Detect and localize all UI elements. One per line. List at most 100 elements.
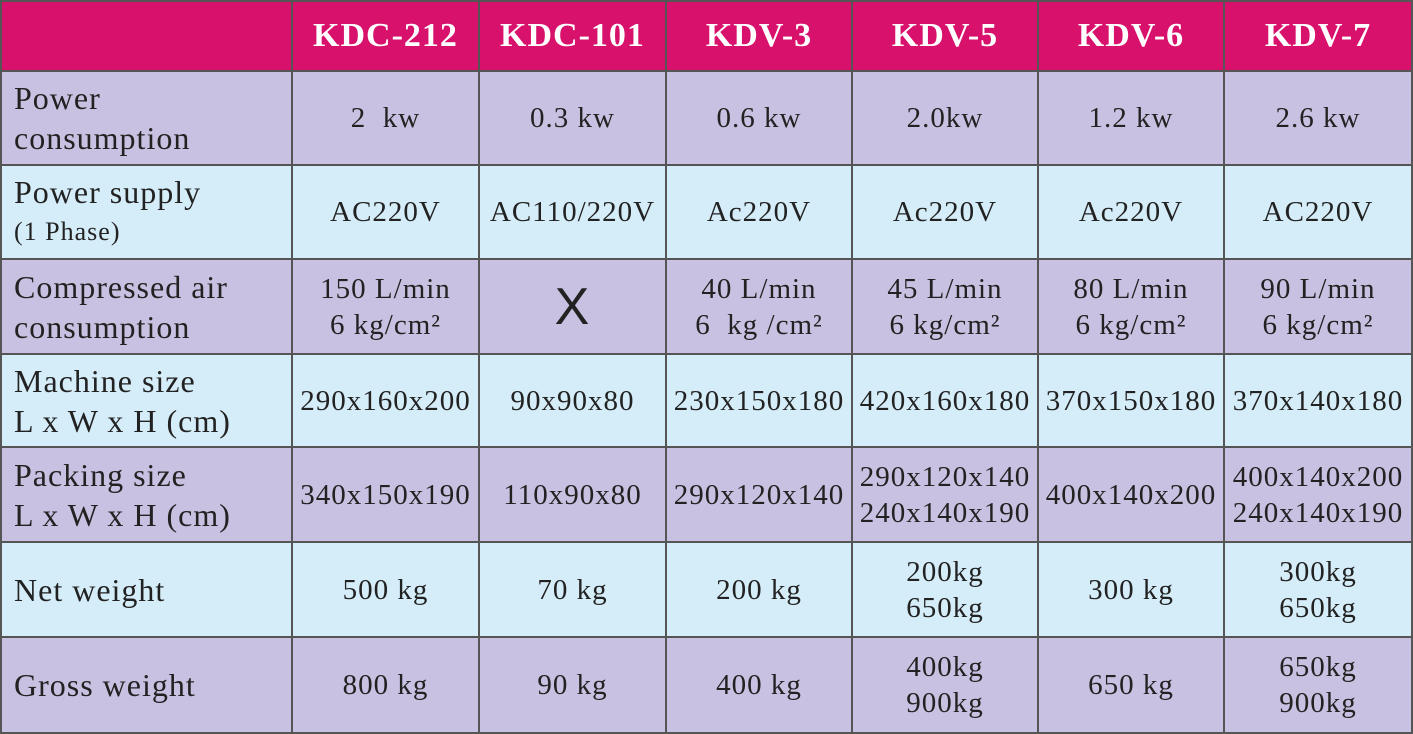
cell-text: 40 L/min (701, 272, 817, 305)
cell-text: AC110/220V (489, 196, 656, 228)
data-cell: 110x90x80 (480, 448, 667, 543)
data-cell: 290x160x200 (293, 355, 480, 448)
cell-text: 290x160x200 (300, 384, 471, 417)
cell-text: 650kg (1279, 591, 1357, 624)
header-text: KDV-6 (1077, 17, 1185, 54)
data-cell: 150 L/min 6 kg/cm² (293, 260, 480, 355)
cell-text: 500 kg (342, 573, 429, 606)
data-cell: 90x90x80 (480, 355, 667, 448)
cell-text: 80 L/min (1073, 272, 1189, 305)
cell-text: 1.2 kw (1088, 102, 1174, 134)
cell-text: 90 kg (537, 669, 608, 701)
header-text: KDV-5 (891, 17, 999, 54)
row-label: Net weight (0, 543, 293, 638)
cell-text: 650kg (1279, 651, 1357, 683)
cell-text: 340x150x190 (300, 478, 471, 511)
column-header: KDV-7 (1225, 0, 1413, 72)
data-cell: 500 kg (293, 543, 480, 638)
data-cell: 400x140x200 240x140x190 (1225, 448, 1413, 543)
data-cell: 230x150x180 (667, 355, 853, 448)
cell-text: 420x160x180 (859, 384, 1031, 417)
data-cell: 80 L/min 6 kg/cm² (1039, 260, 1225, 355)
cell-text: 70 kg (537, 573, 608, 606)
row-label: Compressed air consumption (0, 260, 293, 355)
cell-text: 900kg (906, 687, 984, 719)
cell-text: 200 kg (716, 573, 802, 606)
cell-text: 6 kg/cm² (889, 308, 1001, 341)
data-cell: 1.2 kw (1039, 72, 1225, 166)
label-text: Gross weight (14, 667, 196, 703)
data-cell: 300kg 650kg (1225, 543, 1413, 638)
cell-text: 45 L/min (887, 272, 1003, 305)
cell-text: 6 kg/cm² (330, 308, 441, 341)
cell-text: Ac220V (1078, 196, 1184, 228)
cell-text: 370x140x180 (1232, 384, 1404, 417)
cell-text: Ac220V (706, 196, 812, 228)
data-cell: 650kg 900kg (1225, 638, 1413, 734)
cell-text: X (554, 277, 591, 336)
label-text: L x W x H (cm) (14, 402, 231, 439)
cell-text: 800 kg (342, 669, 429, 701)
cell-text: 2 kw (350, 102, 421, 134)
data-cell: AC220V (293, 166, 480, 260)
cell-text: 0.6 kw (716, 102, 802, 134)
row-label: Power supply (1 Phase) (0, 166, 293, 260)
cell-text: AC220V (1262, 196, 1374, 228)
header-text: KDV-7 (1264, 17, 1372, 54)
data-cell: 90 L/min 6 kg/cm² (1225, 260, 1413, 355)
row-label: Machine size L x W x H (cm) (0, 355, 293, 448)
cell-text: 290x120x140 (673, 478, 845, 511)
data-cell: 0.6 kw (667, 72, 853, 166)
data-cell: 2 kw (293, 72, 480, 166)
label-text: consumption (14, 120, 191, 156)
column-header: KDV-6 (1039, 0, 1225, 72)
label-text: Net weight (14, 571, 166, 608)
data-cell: 400x140x200 (1039, 448, 1225, 543)
cell-text: 230x150x180 (673, 384, 845, 417)
cell-text: 400x140x200 (1045, 478, 1217, 511)
data-cell: 70 kg (480, 543, 667, 638)
cell-text: 240x140x190 (859, 496, 1031, 529)
cell-text: 400kg (906, 651, 984, 683)
row-label: Power consumption (0, 72, 293, 166)
cell-text: 2.6 kw (1275, 102, 1361, 134)
data-cell: 2.6 kw (1225, 72, 1413, 166)
cell-text: 240x140x190 (1232, 496, 1404, 529)
data-cell: 2.0kw (853, 72, 1039, 166)
data-cell: Ac220V (853, 166, 1039, 260)
cell-text: 400 kg (716, 669, 802, 701)
column-header: KDC-212 (293, 0, 480, 72)
cell-text: 110x90x80 (503, 478, 642, 511)
data-cell: 650 kg (1039, 638, 1225, 734)
cell-text: 200kg (906, 555, 984, 588)
data-cell: AC220V (1225, 166, 1413, 260)
row-label: Gross weight (0, 638, 293, 734)
header-text: KDC-212 (313, 17, 458, 54)
cell-text: 0.3 kw (530, 102, 615, 134)
header-text: KDV-3 (705, 17, 813, 54)
data-cell: Ac220V (1039, 166, 1225, 260)
data-cell: 200kg 650kg (853, 543, 1039, 638)
data-cell: 40 L/min 6 kg /cm² (667, 260, 853, 355)
data-cell: 0.3 kw (480, 72, 667, 166)
cell-text: 6 kg/cm² (1262, 308, 1374, 341)
column-header: KDC-101 (480, 0, 667, 72)
cell-text: 150 L/min (320, 272, 451, 305)
data-cell: 340x150x190 (293, 448, 480, 543)
cell-text: 900kg (1279, 687, 1357, 719)
data-cell: Ac220V (667, 166, 853, 260)
row-label: Packing size L x W x H (cm) (0, 448, 293, 543)
data-cell: 290x120x140 (667, 448, 853, 543)
cell-text: Ac220V (892, 196, 998, 228)
cell-text: 6 kg /cm² (695, 308, 823, 341)
data-cell: 370x150x180 (1039, 355, 1225, 448)
data-cell: 290x120x140 240x140x190 (853, 448, 1039, 543)
data-cell: 45 L/min 6 kg/cm² (853, 260, 1039, 355)
data-cell: 200 kg (667, 543, 853, 638)
data-cell: 370x140x180 (1225, 355, 1413, 448)
cell-text: 300kg (1279, 555, 1357, 588)
data-cell: 420x160x180 (853, 355, 1039, 448)
cell-text: AC220V (330, 196, 441, 228)
